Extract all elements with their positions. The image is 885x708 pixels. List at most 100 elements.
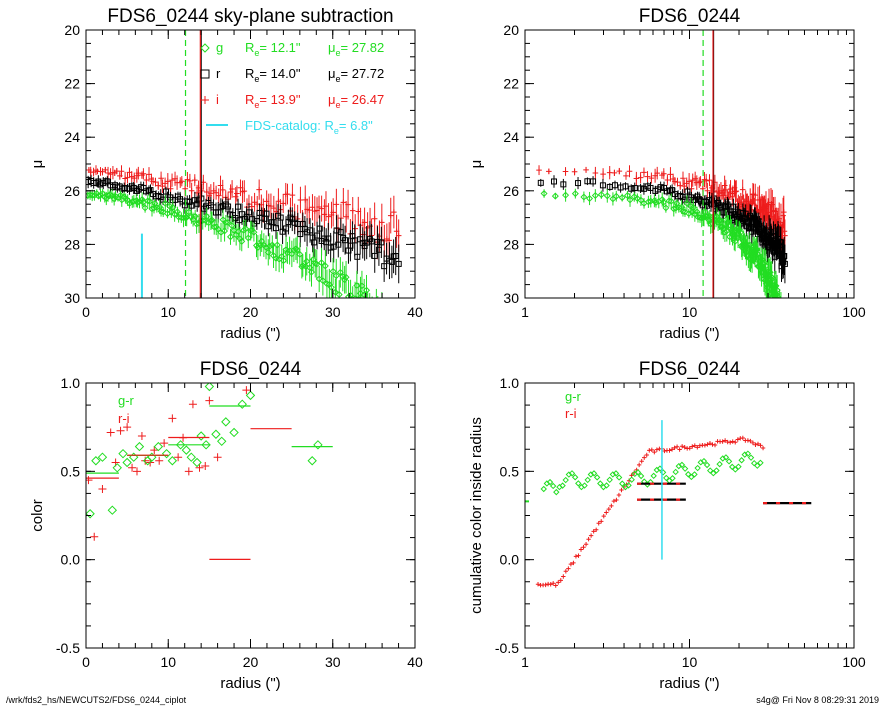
r-band-point — [327, 244, 334, 251]
i-band-point — [707, 441, 713, 446]
i-band-point — [268, 203, 274, 209]
i-band-point — [735, 437, 740, 442]
i-band-point — [241, 188, 248, 194]
chart-title: FDS6_0244 — [200, 359, 302, 380]
i-band-point — [132, 467, 141, 476]
legend-g-r: g-r — [118, 393, 135, 408]
y-tick-label: 0.5 — [500, 463, 520, 479]
g-band-point — [683, 199, 691, 207]
y-tick-label: -0.5 — [56, 640, 80, 656]
g-band-point — [681, 465, 689, 472]
g-band-point — [719, 455, 726, 462]
y-tick-label: 22 — [503, 76, 519, 92]
g-band-point — [186, 452, 196, 462]
g-band-point — [672, 468, 679, 476]
i-band-point — [184, 467, 193, 476]
g-band-point — [134, 441, 145, 452]
g-band-point — [713, 212, 721, 220]
y-tick-label: 26 — [503, 183, 519, 199]
g-band-point — [735, 463, 742, 470]
g-band-point — [606, 476, 613, 484]
legend-band-label: i — [216, 92, 219, 107]
g-band-point — [245, 390, 256, 401]
g-band-point — [688, 208, 696, 216]
g-band-point — [626, 196, 634, 204]
i-band-point — [323, 203, 329, 209]
g-band-point — [718, 223, 726, 231]
i-band-point — [325, 213, 332, 220]
r-band-point — [97, 181, 104, 188]
x-axis-label: radius (") — [659, 325, 719, 342]
g-band-point — [331, 288, 339, 296]
i-band-point — [599, 519, 604, 524]
r-band-point — [392, 252, 399, 259]
i-band-point — [680, 175, 686, 182]
i-band-point — [271, 205, 277, 211]
i-band-point — [667, 448, 672, 453]
i-band-point — [169, 177, 175, 183]
i-band-point — [558, 578, 563, 583]
i-band-point — [105, 170, 111, 176]
g-band-point — [141, 204, 149, 212]
i-band-point — [706, 177, 713, 183]
i-band-point — [686, 178, 692, 185]
i-band-point — [306, 207, 313, 213]
i-band-point — [215, 192, 222, 199]
r-band-point — [395, 260, 402, 267]
i-band-point — [661, 170, 667, 177]
i-band-point — [102, 167, 109, 173]
g-band-point — [321, 262, 329, 270]
g-band-point — [691, 471, 698, 478]
g-band-point — [754, 462, 761, 469]
g-band-point — [746, 241, 754, 249]
g-band-point — [633, 195, 641, 203]
i-band-point — [340, 199, 347, 206]
g-band-point — [208, 216, 216, 224]
i-band-point — [690, 444, 695, 449]
i-band-point — [619, 487, 624, 493]
i-band-point — [592, 170, 599, 176]
i-band-point — [782, 232, 788, 239]
i-band-point — [677, 182, 684, 189]
x-tick-label: 10 — [160, 654, 176, 670]
i-band-point — [155, 456, 164, 465]
i-band-point — [256, 186, 262, 193]
r-band-point — [128, 183, 135, 190]
x-tick-label: 100 — [842, 654, 866, 670]
r-band-point — [781, 260, 788, 267]
i-band-point — [195, 463, 204, 472]
i-band-point — [641, 169, 647, 176]
g-band-point — [114, 194, 122, 202]
g-band-point — [713, 467, 720, 474]
y-tick-label: 30 — [64, 290, 80, 306]
i-band-point — [379, 219, 385, 226]
i-band-point — [213, 189, 219, 196]
g-band-point — [161, 448, 172, 459]
i-band-point — [748, 438, 753, 444]
i-band-point — [647, 448, 652, 453]
g-band-point — [153, 203, 161, 211]
i-band-point — [583, 541, 589, 547]
i-band-point — [583, 167, 589, 173]
i-band-point — [644, 173, 651, 180]
footer-path: /wrk/fds2_hs/NEWCUTS2/FDS6_0244_ciplot — [6, 695, 187, 705]
g-band-point — [221, 417, 231, 427]
g-band-point — [307, 456, 317, 466]
y-axis-label: cumulative color inside radius — [468, 417, 485, 614]
i-band-point — [106, 428, 115, 437]
y-tick-label: 28 — [64, 236, 80, 252]
g-band-point — [237, 399, 247, 409]
y-axis-label: color — [29, 499, 46, 532]
g-band-point — [201, 440, 211, 450]
y-tick-label: 22 — [64, 76, 80, 92]
r-band-point — [584, 178, 591, 185]
i-band-point — [150, 446, 159, 455]
i-band-point — [593, 527, 599, 532]
g-band-point — [138, 196, 146, 204]
g-band-point — [650, 472, 657, 480]
x-tick-label: 10 — [160, 304, 176, 320]
legend-mu-value: μe= 27.72 — [328, 66, 384, 84]
g-band-point — [584, 476, 591, 484]
